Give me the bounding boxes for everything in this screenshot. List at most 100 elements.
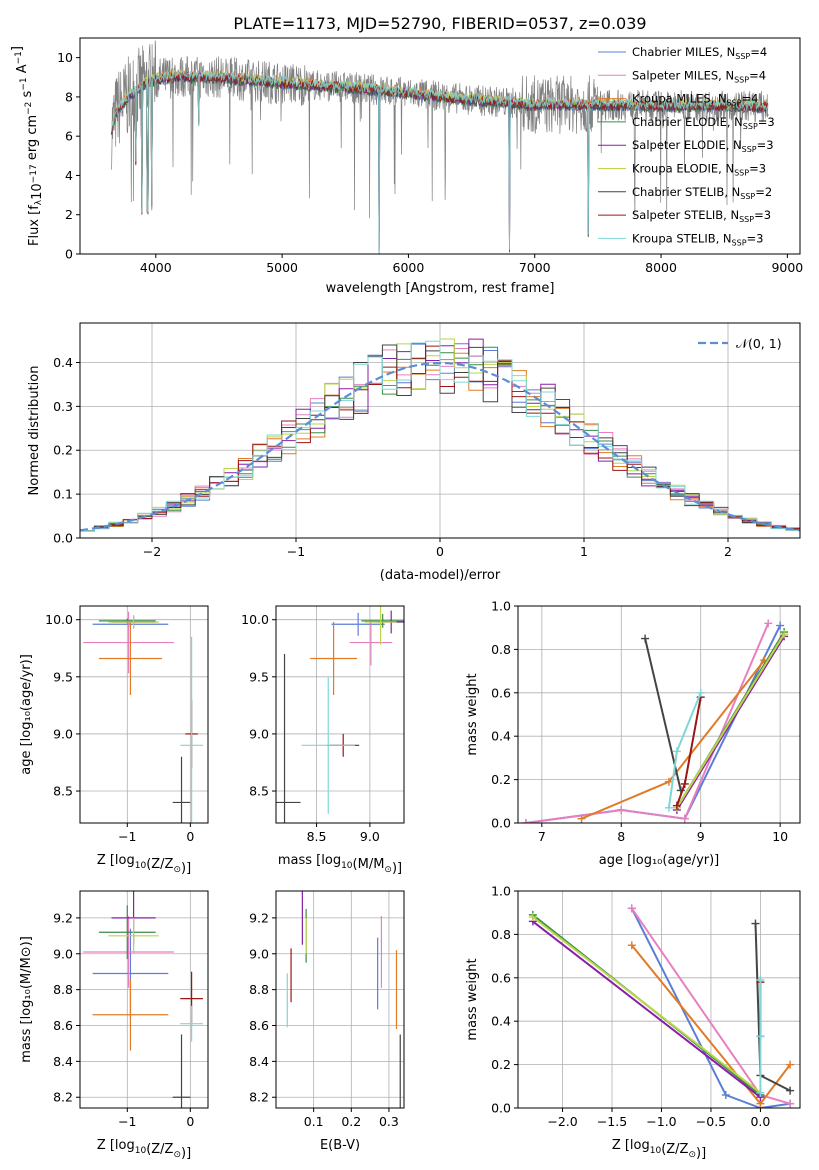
marker-kroupa-stelib <box>756 1032 765 1041</box>
y-tick-label: 0.4 <box>491 1014 511 1029</box>
x-tick-label: 9.0 <box>360 829 380 844</box>
y-tick-label: 9.0 <box>53 946 73 961</box>
marker-chabrier-miles <box>721 1090 730 1099</box>
series-line-salpeter-elodie <box>532 920 762 1098</box>
y-tick-label: 9.5 <box>249 669 269 684</box>
y-tick-label: 9.0 <box>53 726 73 741</box>
marker-salpeter-miles <box>764 619 773 628</box>
spectrum-data-line <box>111 40 769 219</box>
marker-salpeter-stelib <box>672 801 681 810</box>
marker-kroupa-miles <box>577 814 586 823</box>
y-tick-label: 9.5 <box>53 669 73 684</box>
x-tick-label: −1.5 <box>597 1114 627 1129</box>
y-tick-label: 4 <box>65 168 73 183</box>
marker-kroupa-stelib <box>672 747 681 756</box>
weight-vs-age-xlabel: age [log₁₀(age/yr)] <box>599 853 720 868</box>
y-tick-label: 8.2 <box>53 1090 73 1105</box>
marker-kroupa-elodie <box>780 630 789 639</box>
x-tick-label: 10 <box>772 829 788 844</box>
weight-vs-metallicity-plot-area <box>528 904 795 1108</box>
age-vs-mass-panel: 8.5 9.0 8.5 9.0 9.5 10.0 mass [log10(M/M⊙)] <box>241 605 405 876</box>
legend-label-kroupa-stelib: Kroupa STELIB, NSSP=3 <box>632 231 763 247</box>
y-tick-label: 8.8 <box>53 982 73 997</box>
spectrum-axes-frame <box>79 37 801 255</box>
x-tick-label: 0.2 <box>341 1114 361 1129</box>
marker-kroupa-stelib <box>756 1088 765 1097</box>
x-tick-label: 0 <box>186 1114 194 1129</box>
spectrum-model-kroupa-stelib <box>111 69 769 254</box>
y-tick-label: 9.0 <box>249 946 269 961</box>
weight-vs-age-ylabel: mass weight <box>465 673 480 755</box>
mass-vs-ebv-panel: 0.1 0.2 0.3 8.2 8.4 8.6 8.8 9.0 9.2 E(B-V) <box>249 890 405 1153</box>
weight-vs-age-frame <box>517 605 801 824</box>
y-tick-label: 0.0 <box>491 816 511 831</box>
weight-vs-metallicity-ylabel: mass weight <box>465 958 480 1040</box>
y-tick-label: 1.0 <box>491 884 511 899</box>
mass-vs-metallicity-panel: −1 0 8.2 8.4 8.6 8.8 9.0 9.2 Z [log10(Z/Z⊙)] ma… <box>19 890 209 1161</box>
marker-salpeter-miles <box>627 904 636 913</box>
legend-label-chabrier-stelib: Chabrier STELIB, NSSP=2 <box>632 185 772 201</box>
y-tick-label: 8.4 <box>249 1054 269 1069</box>
marker-chabrier-stelib <box>641 634 650 643</box>
legend-label-salpeter-stelib: Salpeter STELIB, NSSP=3 <box>632 208 771 224</box>
weight-vs-metallicity-frame <box>517 890 801 1109</box>
legend-label-kroupa-elodie: Kroupa ELODIE, NSSP=3 <box>632 162 766 178</box>
marker-kroupa-elodie <box>528 913 537 922</box>
x-tick-label: −2 <box>143 544 161 559</box>
y-tick-label: 0.8 <box>491 642 511 657</box>
y-tick-label: 0.0 <box>53 531 73 546</box>
mass-vs-ebv-xlabel: E(B-V) <box>320 1138 360 1153</box>
mass-vs-ebv-frame <box>275 890 405 1109</box>
weight-vs-age-panel: 7 8 9 10 0.0 0.2 0.4 0.6 0.8 1.0 age [log₁₀(age/y… <box>465 599 801 868</box>
series-line-kroupa-elodie <box>532 916 762 1094</box>
y-tick-label: 0.8 <box>491 927 511 942</box>
mass-vs-metallicity-ylabel: mass [log₁₀(M/M⊙)] <box>19 936 34 1063</box>
x-tick-label: −2.0 <box>547 1114 577 1129</box>
y-tick-label: 10 <box>57 50 73 65</box>
marker-salpeter-miles <box>521 819 530 823</box>
x-tick-label: 7 <box>538 829 546 844</box>
x-tick-label: 9 <box>697 829 705 844</box>
x-tick-label: −1.0 <box>646 1114 676 1129</box>
mass-vs-ebv-plot-area <box>286 891 401 1108</box>
x-tick-label: 0.3 <box>379 1114 399 1129</box>
spectrum-xlabel: wavelength [Angstrom, rest frame] <box>326 281 555 296</box>
y-tick-label: 8.5 <box>53 784 73 799</box>
x-tick-label: 4000 <box>140 260 172 275</box>
y-tick-label: 0.6 <box>491 970 511 985</box>
marker-chabrier-miles <box>776 621 785 630</box>
residual-histogram-panel: −2 −1 0 1 2 0.0 0.1 0.2 0.3 0.4 (data-model)/erro… <box>27 322 801 583</box>
x-tick-label: 7000 <box>519 260 551 275</box>
figure-title: PLATE=1173, MJD=52790, FIBERID=0537, z=0… <box>233 14 646 33</box>
x-tick-label: −1 <box>118 829 136 844</box>
x-tick-label: 8.5 <box>307 829 327 844</box>
age-vs-metallicity-panel: −1 0 8.5 9.0 9.5 10.0 Z [log10(Z/Z⊙)] age [lo… <box>19 605 209 876</box>
y-tick-label: 8.4 <box>53 1054 73 1069</box>
legend-label-salpeter-miles: Salpeter MILES, NSSP=4 <box>632 68 766 84</box>
age-vs-metallicity-plot-area <box>83 611 203 823</box>
y-tick-label: 8.8 <box>249 982 269 997</box>
y-tick-label: 8.6 <box>249 1018 269 1033</box>
residual-xlabel: (data-model)/error <box>380 568 501 583</box>
spectrum-panel: 4000 5000 6000 7000 8000 9000 0 2 4 6 8 10 waveleng… <box>10 37 803 296</box>
residual-plot-area <box>80 338 800 532</box>
age-vs-metallicity-frame <box>79 605 209 824</box>
mass-vs-metallicity-frame <box>79 890 209 1109</box>
y-tick-label: 0.4 <box>53 355 73 370</box>
x-tick-label: 6000 <box>393 260 425 275</box>
marker-kroupa-stelib <box>664 803 673 812</box>
x-tick-label: 9000 <box>771 260 803 275</box>
mass-vs-metallicity-plot-area <box>83 891 203 1108</box>
marker-salpeter-stelib <box>680 779 689 788</box>
series-line-chabrier-miles <box>525 625 781 823</box>
x-tick-label: 8 <box>617 829 625 844</box>
residual-legend: 𝒩(0, 1) <box>698 336 782 351</box>
x-tick-label: 2 <box>724 544 732 559</box>
x-tick-label: 0 <box>186 829 194 844</box>
y-tick-label: 8.2 <box>249 1090 269 1105</box>
y-tick-label: 0 <box>65 247 73 262</box>
y-tick-label: 8 <box>65 89 73 104</box>
x-tick-label: −0.5 <box>696 1114 726 1129</box>
legend-label-kroupa-miles: Kroupa MILES, NSSP=4 <box>632 92 758 108</box>
